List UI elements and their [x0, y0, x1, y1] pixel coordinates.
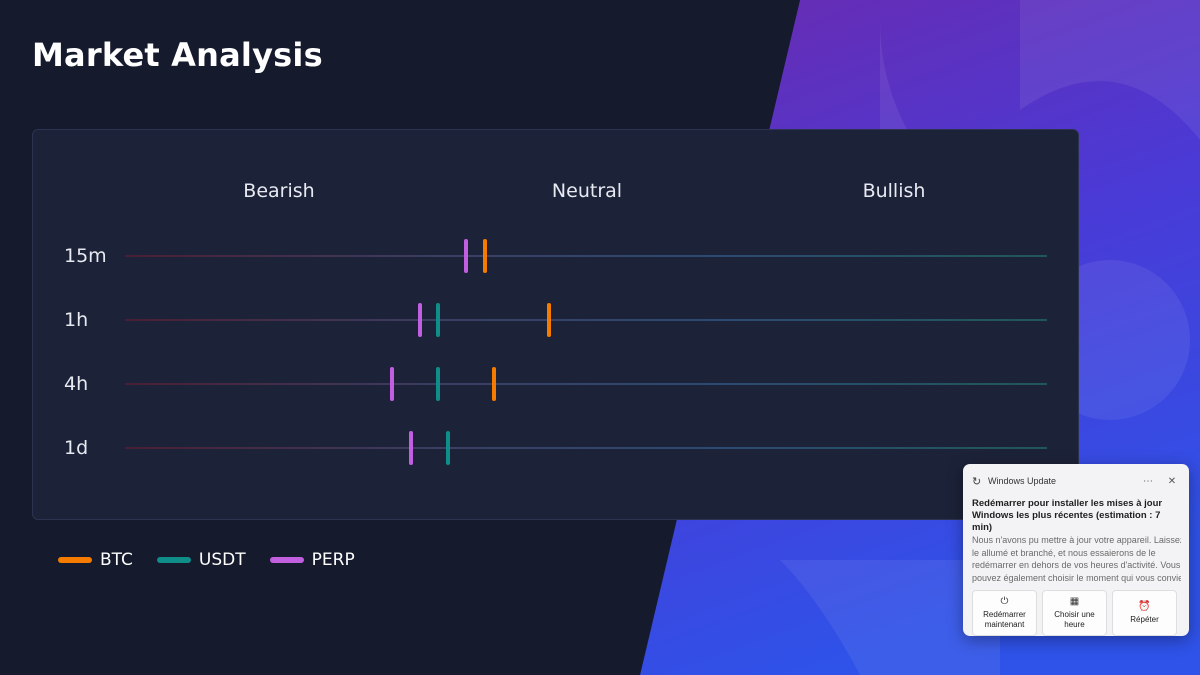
- snooze-button[interactable]: ⏰ Répéter: [1112, 590, 1177, 636]
- sentiment-track-1d: [125, 447, 1047, 449]
- legend-item-perp: PERP: [269, 550, 355, 570]
- legend-label-usdt: USDT: [198, 550, 246, 570]
- legend-label-btc: BTC: [100, 550, 133, 570]
- power-icon: ⏻: [1000, 595, 1009, 607]
- marker-usdt-1h: [436, 303, 441, 337]
- zone-label-bearish: Bearish: [243, 180, 315, 202]
- marker-usdt-4h: [436, 367, 441, 401]
- notification-body: Nous n'avons pu mettre à jour votre appa…: [972, 534, 1181, 584]
- notification-body-line: le allumé et branché, et nous essaierons…: [972, 547, 1156, 558]
- more-options-icon[interactable]: ⋯: [1143, 475, 1153, 487]
- marker-btc-15m: [482, 239, 487, 273]
- page-title: Market Analysis: [32, 36, 323, 74]
- windows-update-notification[interactable]: ↻ Windows Update ⋯ ✕ Redémarrer pour ins…: [963, 464, 1189, 636]
- marker-perp-4h: [390, 367, 395, 401]
- restart-now-label: Redémarrer maintenant: [983, 609, 1026, 629]
- legend-label-perp: PERP: [311, 550, 355, 570]
- notification-body-line: redémarrer en dehors de vos heures d'act…: [972, 560, 1181, 570]
- calendar-clock-icon: ▦: [1069, 595, 1080, 607]
- chart-legend: BTC USDT PERP: [58, 550, 355, 570]
- marker-btc-4h: [491, 367, 496, 401]
- notification-header: ↻ Windows Update ⋯ ✕: [972, 472, 1181, 490]
- zone-label-bullish: Bullish: [862, 180, 926, 202]
- marker-perp-15m: [464, 239, 469, 273]
- legend-swatch-btc: [58, 557, 92, 563]
- notification-body-line: Nous n'avons pu mettre à jour votre appa…: [972, 535, 1181, 545]
- alarm-icon: ⏰: [1138, 600, 1151, 612]
- timeframe-label-15m: 15m: [64, 245, 107, 267]
- legend-swatch-perp: [269, 557, 304, 563]
- sentiment-track-4h: [125, 383, 1047, 385]
- marker-perp-1d: [408, 431, 413, 465]
- timeframe-label-1h: 1h: [64, 309, 89, 331]
- restart-now-button[interactable]: ⏻ Redémarrer maintenant: [972, 590, 1037, 636]
- notification-actions: ⏻ Redémarrer maintenant ▦ Choisir une he…: [972, 590, 1181, 636]
- legend-item-btc: BTC: [58, 550, 133, 570]
- sentiment-chart: Bearish Neutral Bullish 15m 1h 4h 1d: [32, 129, 1079, 520]
- timeframe-label-1d: 1d: [64, 437, 89, 459]
- legend-swatch-usdt: [156, 557, 191, 563]
- legend-item-usdt: USDT: [156, 550, 246, 570]
- choose-time-label: Choisir une heure: [1054, 609, 1095, 629]
- zone-label-neutral: Neutral: [551, 180, 623, 202]
- close-icon[interactable]: ✕: [1167, 475, 1177, 487]
- marker-perp-1h: [418, 303, 423, 337]
- notification-app-name: Windows Update: [988, 476, 1057, 486]
- marker-usdt-1d: [445, 431, 450, 465]
- choose-time-button[interactable]: ▦ Choisir une heure: [1042, 590, 1107, 636]
- marker-btc-1h: [547, 303, 552, 337]
- sentiment-track-1h: [125, 319, 1047, 321]
- snooze-label: Répéter: [1130, 614, 1159, 624]
- timeframe-label-4h: 4h: [64, 373, 89, 395]
- sentiment-track-15m: [125, 255, 1047, 257]
- notification-title: Redémarrer pour installer les mises à jo…: [972, 498, 1163, 533]
- notification-body-line: pouvez également choisir le moment qui v…: [972, 572, 1181, 583]
- refresh-icon: ↻: [972, 475, 982, 488]
